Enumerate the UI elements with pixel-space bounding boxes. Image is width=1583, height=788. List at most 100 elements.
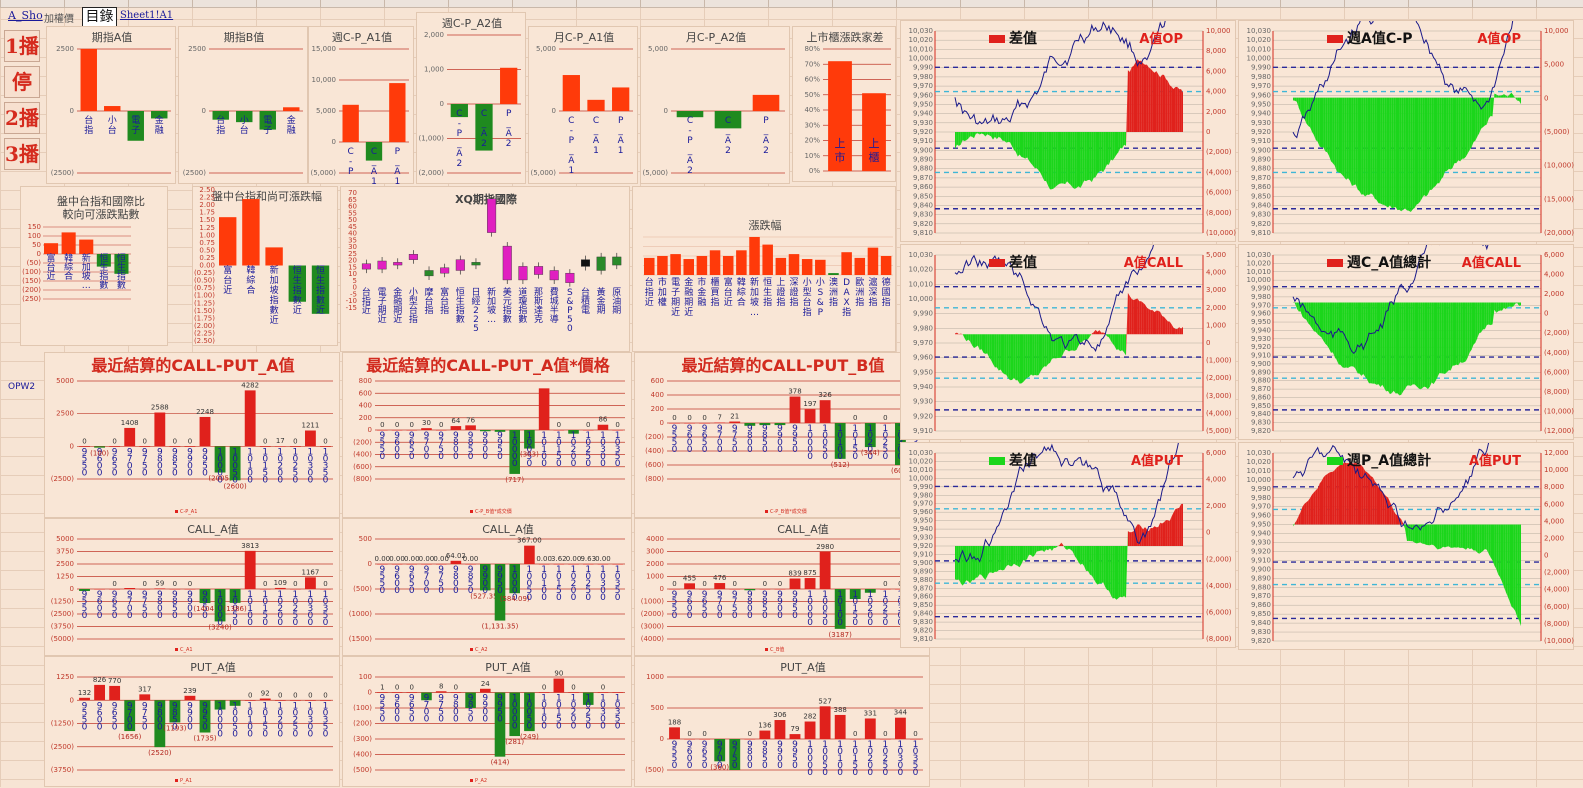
column-header[interactable] [192, 0, 193, 7]
left-tick: 10,010 [1247, 268, 1272, 276]
column-header[interactable] [1472, 0, 1473, 7]
category-label: 上市 [835, 137, 846, 164]
right-chart-4[interactable]: 10,030 10,020 10,010 10,000 9,990 9,980 9,970 9… [900, 442, 1236, 648]
right-chart-5[interactable]: 10,030 10,020 10,010 10,000 9,990 9,980 9,970 9… [1238, 442, 1574, 650]
play1-button[interactable]: 1播 [4, 30, 40, 62]
svg-text:0: 0 [127, 715, 133, 725]
right-chart-0[interactable]: 10,030 10,020 10,010 10,000 9,990 9,980 9,970 9… [900, 20, 1236, 242]
column-header[interactable] [1408, 0, 1409, 7]
candle-body [440, 267, 450, 274]
mid-chart-1[interactable]: 盤中台指和尚可漲跌幅 2.50 2.25 2.00 1.75 1.50 1.25 1.00 0.… [192, 186, 338, 346]
small-chart-5[interactable]: 月C-P_A2值 5,000 0 (5,000) C - P _ A 2 C _ A 2 P _ A 2 [640, 26, 790, 184]
column-header[interactable] [1152, 0, 1153, 7]
small-chart-2[interactable]: 週C-P_A1值15,00010,0005,0000(5,000)C-P_A1C… [308, 26, 414, 185]
area-segment [956, 132, 959, 146]
small-chart-4[interactable]: 月C-P_A1值 5,000 0 (5,000) C - P _ A 1 C _ A 1 P _ A 1 [528, 26, 638, 184]
mid-chart-2[interactable]: XQ期指國際 70 65 60 55 50 45 40 35 30 25 20 15 10 5 0 -5 -10-… [340, 186, 630, 352]
column-header[interactable] [64, 0, 65, 7]
column-header[interactable] [768, 0, 769, 7]
svg-text:1: 1 [262, 604, 268, 614]
column-header[interactable] [1280, 0, 1281, 7]
tick-label: (3750) [51, 623, 75, 631]
column-header[interactable] [1216, 0, 1217, 7]
sheet-tab-link[interactable]: A_Sho [8, 9, 43, 22]
column-header[interactable] [0, 0, 1, 7]
strike-chart-1[interactable]: 最近結算的CALL-PUT_A值*價格 800 600 400 200 0 (200) (40… [342, 352, 632, 518]
area-segment [1323, 475, 1326, 525]
area-segment [1332, 302, 1335, 358]
category-label: 韓綜合 [246, 265, 255, 296]
svg-text:7: 7 [717, 747, 723, 757]
column-header[interactable] [320, 0, 321, 7]
category-label: 台指 [216, 114, 225, 136]
area-segment [1443, 97, 1445, 177]
svg-text:9: 9 [453, 431, 459, 441]
category-label: C-P_A1 [347, 147, 354, 185]
right-chart-3[interactable]: 10,030 10,020 10,010 10,000 9,990 9,980 9,970 9… [1238, 244, 1574, 440]
column-header[interactable] [1088, 0, 1089, 7]
column-header[interactable] [448, 0, 449, 7]
svg-text:1: 1 [527, 565, 533, 575]
svg-text:A: A [481, 129, 488, 139]
strike-chart-3[interactable]: CALL_A值 5000 3750 2500 1250 0 (1250) (2500) (375… [44, 518, 340, 656]
column-header[interactable] [704, 0, 705, 7]
column-header[interactable] [512, 0, 513, 7]
svg-text:油: 油 [612, 295, 621, 307]
area-segment [1490, 97, 1493, 117]
strike-chart-4[interactable]: CALL_A值 500 0 (500) (1000) (1500) 9 5 5 0 0.00 9 6 0 0… [342, 518, 632, 656]
small-chart-1[interactable]: 期指B值 2500 0 (2500) 台指小台電子金融 [178, 26, 308, 184]
strike-chart-7[interactable]: PUT_A值 100 0 (100) (200) (300) (400) (500) 9 5 5 0 1… [342, 656, 632, 787]
svg-text:0: 0 [527, 593, 533, 603]
column-header[interactable] [1344, 0, 1345, 7]
small-chart-0[interactable]: 期指A值 2500 0 (2500) 台指小台電子金融 [46, 26, 176, 184]
svg-text:1: 1 [262, 461, 268, 471]
index-button[interactable]: 目錄 [82, 7, 117, 27]
mid-chart-3[interactable]: 漲跌幅台指近市加權電子期近金融期近市金融櫃買指富台近韓綜合新加坡… 恒生指上證指深… [632, 186, 896, 352]
bar-9850 [465, 692, 476, 708]
play3-button[interactable]: 3播 [4, 138, 40, 170]
right-chart-1[interactable]: 10,030 10,020 10,010 10,000 9,990 9,980 9,970 9… [1238, 20, 1574, 242]
play2-button[interactable]: 2播 [4, 102, 40, 134]
strike-chart-6[interactable]: PUT_A值 1250 0 (1250) (2500) (3750) 9 5 5 0 132 9 6 0 0… [44, 656, 340, 787]
area-segment [1359, 463, 1362, 525]
column-header[interactable] [640, 0, 641, 7]
strike-chart-0[interactable]: 最近結算的CALL-PUT_A值 5000 2500 0 (2500) 9 5 5 0 0 9 6 0 0… [44, 352, 340, 518]
column-header[interactable] [832, 0, 833, 7]
svg-text:合: 合 [64, 270, 73, 282]
area-segment [1110, 546, 1113, 599]
strike-chart-8[interactable]: PUT_A值 1000 500 0 (500) 9 5 5 0 188 9 6 0 0 0 9 6 5 0 0 9 7 0 0… [634, 656, 930, 787]
svg-text:0: 0 [527, 722, 533, 732]
column-header[interactable] [384, 0, 385, 7]
value-label: (344) [861, 449, 880, 457]
column-header[interactable] [960, 0, 961, 7]
stop-button[interactable]: 停 [4, 66, 40, 98]
column-header[interactable] [1024, 0, 1025, 7]
strike-chart-2[interactable]: 最近結算的CALL-PUT_B值 600 400 200 0 (200) (400) (600… [634, 352, 930, 518]
strike-chart-5[interactable]: CALL_A值 4000 3000 2000 1000 0 (1000) (2000) (300… [634, 518, 930, 656]
area-segment [1416, 97, 1419, 205]
sheet1-link[interactable]: Sheet1!A1 [120, 10, 174, 21]
right-chart-2[interactable]: 10,030 10,020 10,010 10,000 9,990 9,980 9,970 9… [900, 244, 1236, 440]
area-segment [1044, 132, 1047, 182]
column-header[interactable] [1536, 0, 1537, 7]
value-label: (1735) [193, 735, 217, 743]
bar-9550 [669, 589, 680, 590]
small-chart-6[interactable]: 上市櫃漲跌家差 80% 70% 60% 50% 40% 30% 20% 10% 0% 上市上櫃 [792, 26, 896, 182]
column-header[interactable] [128, 0, 129, 7]
column-header[interactable] [576, 0, 577, 7]
column-header[interactable] [256, 0, 257, 7]
area-segment [1055, 334, 1058, 359]
small-chart-3[interactable]: 週C-P_A2值 2,000 1,000 0 (1,000) (2,000) C - P _ A 2 C… [416, 12, 526, 184]
svg-text:5: 5 [323, 722, 329, 732]
value-label: 0 [323, 580, 327, 588]
area-segment [1370, 97, 1373, 195]
column-header[interactable] [896, 0, 897, 7]
left-tick: 10,000 [1247, 276, 1272, 284]
svg-text:5: 5 [585, 715, 591, 725]
mid-chart-0[interactable]: 盤中台指和國際比 較向可漲跌點數 150 100 50 0 (50) (100) (150) (2… [20, 186, 168, 346]
svg-text:0: 0 [232, 618, 238, 628]
left-tick: 9,930 [1251, 119, 1271, 127]
